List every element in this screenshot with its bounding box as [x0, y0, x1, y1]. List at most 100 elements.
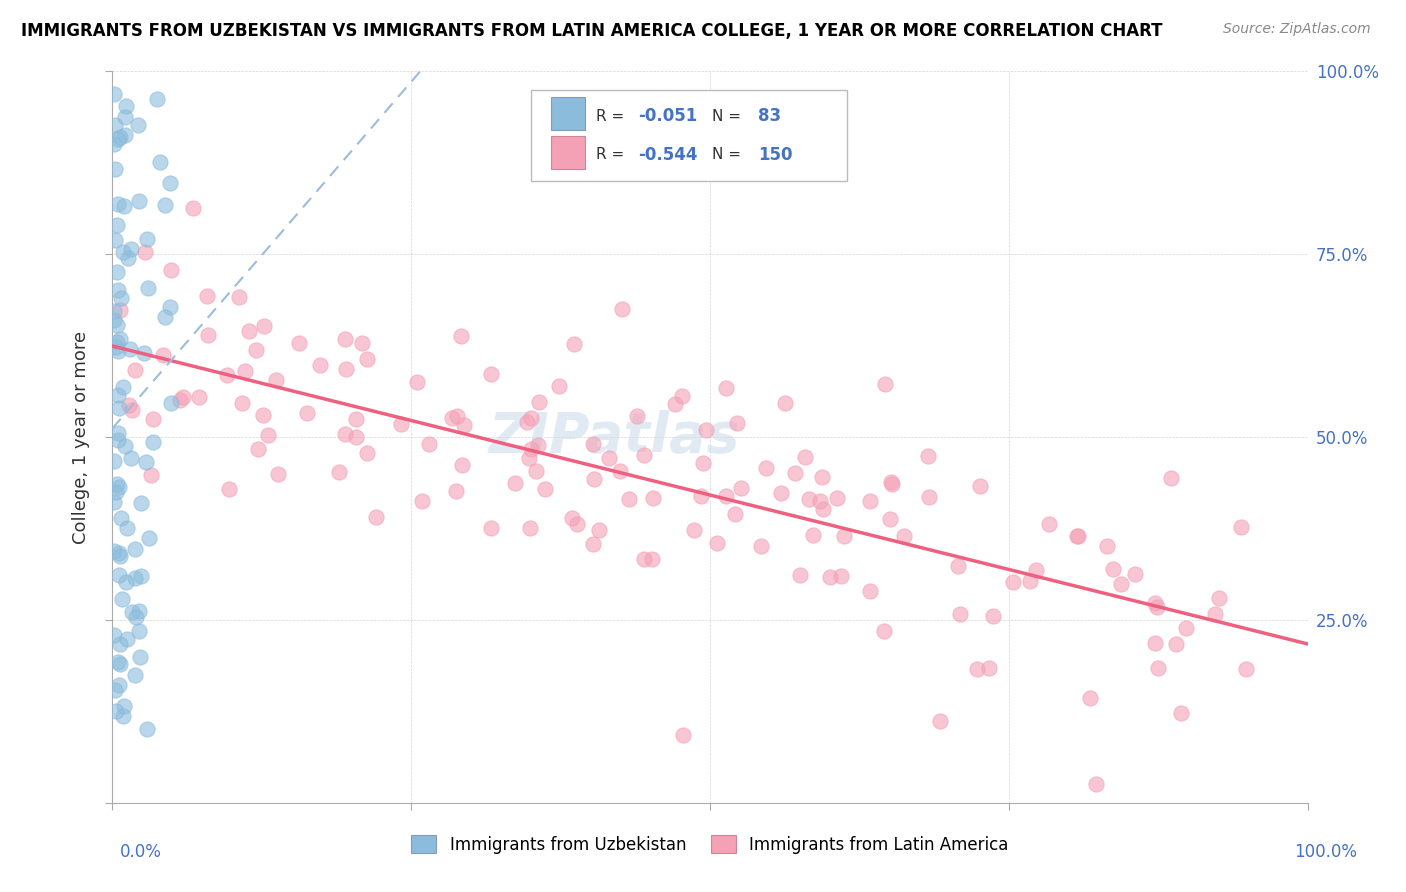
Point [617, 492, 640, 507]
Point [105, 340, 128, 354]
Point [153, 310, 176, 324]
Point [834, 529, 856, 543]
Point [794, 450, 817, 465]
Point [689, 489, 711, 503]
Point [344, 430, 367, 444]
Point [108, 130, 131, 145]
Point [103, 313, 125, 327]
Point [609, 464, 631, 478]
Point [107, 425, 129, 440]
Point [641, 551, 664, 566]
Point [128, 194, 150, 209]
Point [135, 455, 157, 469]
Point [104, 118, 127, 132]
Point [115, 632, 138, 646]
Point [714, 382, 737, 396]
Point [626, 409, 648, 423]
Point [107, 343, 129, 358]
Point [671, 389, 693, 403]
Point [117, 251, 139, 265]
Point [418, 436, 440, 450]
Point [142, 412, 165, 426]
Point [797, 491, 820, 506]
Text: R =: R = [596, 109, 630, 123]
Point [107, 132, 129, 146]
Point [309, 359, 332, 373]
Point [107, 655, 129, 669]
Point [1170, 706, 1192, 721]
Point [107, 434, 129, 448]
Point [138, 532, 160, 546]
Point [567, 517, 589, 532]
Point [111, 380, 134, 394]
Text: 0.0%: 0.0% [120, 843, 162, 861]
Text: R =: R = [596, 147, 630, 162]
Point [440, 410, 463, 425]
Point [136, 281, 159, 295]
Point [610, 301, 633, 316]
Point [114, 128, 136, 143]
Text: 150: 150 [758, 145, 793, 164]
Point [228, 290, 250, 304]
Point [134, 245, 156, 260]
Point [188, 390, 211, 404]
Point [880, 475, 903, 490]
Point [979, 661, 1001, 675]
Point [811, 470, 834, 484]
Point [114, 439, 136, 453]
Point [114, 575, 136, 590]
Point [1160, 471, 1182, 485]
Point [503, 476, 526, 491]
Bar [551, 97, 585, 130]
Point [124, 667, 146, 681]
Point [917, 449, 939, 463]
Point [561, 511, 583, 525]
FancyBboxPatch shape [531, 90, 848, 181]
Point [873, 624, 896, 638]
Point [112, 699, 135, 714]
Point [104, 704, 127, 718]
Text: IMMIGRANTS FROM UZBEKISTAN VS IMMIGRANTS FROM LATIN AMERICA COLLEGE, 1 YEAR OR M: IMMIGRANTS FROM UZBEKISTAN VS IMMIGRANTS… [21, 22, 1163, 40]
Point [1204, 607, 1226, 621]
Point [949, 607, 972, 621]
Point [1174, 621, 1197, 635]
Point [233, 363, 256, 377]
Point [527, 437, 550, 451]
Point [124, 610, 146, 624]
Point [350, 335, 373, 350]
Point [344, 412, 367, 426]
Point [966, 662, 988, 676]
Point [104, 161, 127, 176]
Point [160, 263, 183, 277]
Point [105, 318, 128, 333]
Point [411, 493, 433, 508]
Point [103, 495, 125, 509]
Point [105, 477, 128, 491]
Point [103, 544, 125, 558]
Point [1164, 637, 1187, 651]
Point [789, 568, 811, 582]
Point [128, 604, 150, 618]
Point [110, 291, 132, 305]
Point [297, 406, 319, 420]
Point [252, 408, 274, 422]
Point [105, 334, 128, 349]
Point [149, 154, 172, 169]
Point [1066, 529, 1088, 543]
Point [582, 536, 605, 550]
Point [253, 318, 276, 333]
Point [582, 437, 605, 451]
Point [159, 300, 181, 314]
Point [108, 657, 131, 671]
Point [1024, 563, 1046, 577]
Point [918, 490, 941, 504]
Point [112, 245, 135, 260]
Point [105, 218, 128, 232]
Point [356, 351, 378, 366]
Point [129, 569, 152, 583]
Point [333, 332, 356, 346]
Point [169, 392, 191, 407]
Point [749, 539, 772, 553]
Point [159, 176, 181, 190]
Point [880, 476, 903, 491]
